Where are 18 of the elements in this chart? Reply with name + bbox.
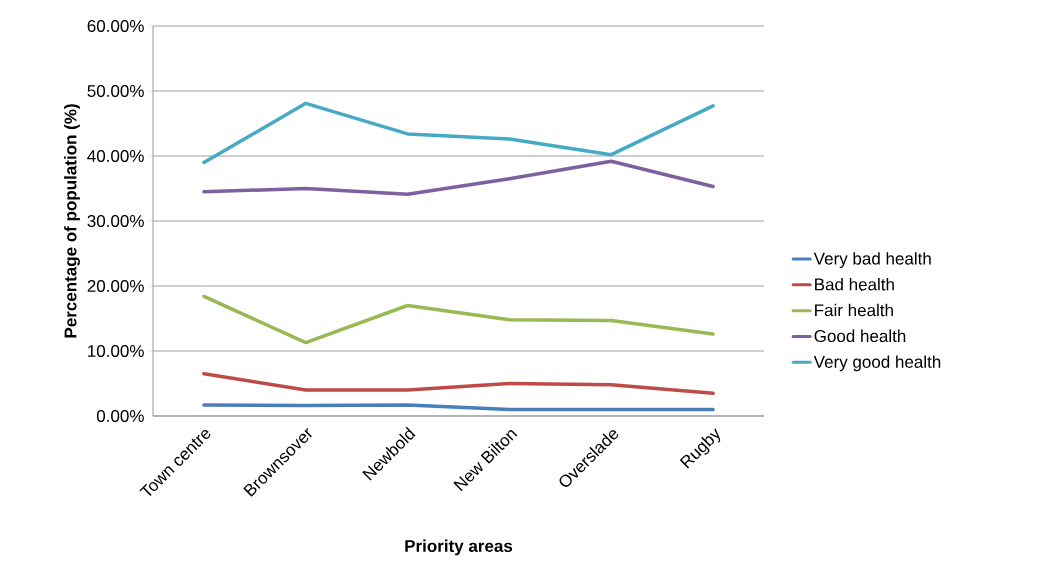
y-tick-label: 30.00% [87,214,144,228]
legend-label: Good health [814,329,906,343]
line-series [202,159,715,197]
line-series [202,101,715,165]
line-series [202,294,715,345]
legend-label: Very bad health [813,252,931,268]
y-tick-label: 40.00% [87,149,144,163]
y-axis-title: Percentage of population (%) [64,104,80,338]
legend-label: Very good health [813,355,941,372]
legend-label: Bad health [815,277,894,291]
y-tick-label: 50.00% [87,84,144,98]
x-axis-title: Priority areas [405,539,513,556]
y-tick-label: 60.00% [87,19,144,33]
line-series [202,371,715,395]
y-tick-label: 10.00% [88,344,144,358]
y-tick-label: 20.00% [87,279,144,293]
y-tick-label: 0.00% [96,409,144,423]
legend-label: Fair health [815,303,893,317]
